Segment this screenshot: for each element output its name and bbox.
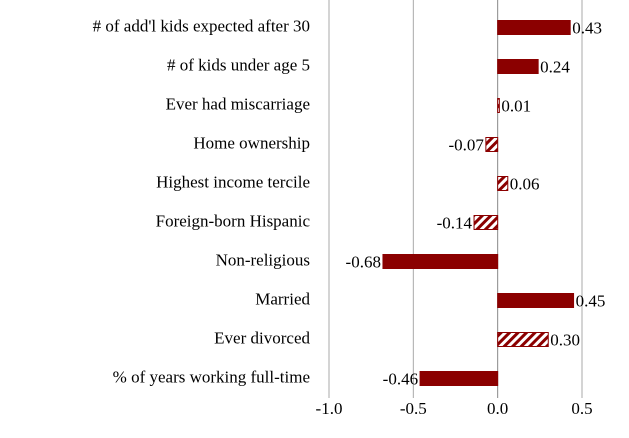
y-tick-label: # of kids under age 5 [167, 55, 310, 74]
y-tick-label: Highest income tercile [156, 172, 310, 191]
bar [497, 98, 500, 113]
value-label: -0.07 [448, 135, 484, 154]
y-tick-label: Married [255, 289, 310, 308]
bar [497, 59, 539, 74]
value-label: 0.43 [572, 18, 602, 37]
y-tick-label: Non-religious [216, 250, 310, 269]
value-label: -0.14 [437, 213, 473, 232]
value-label: 0.45 [576, 291, 606, 310]
bar [497, 176, 509, 191]
y-tick-label: # of add'l kids expected after 30 [93, 16, 310, 35]
y-tick-label: Ever had miscarriage [166, 94, 310, 113]
value-label: 0.06 [510, 174, 540, 193]
value-label: 0.30 [550, 330, 580, 349]
bar [497, 293, 575, 308]
bar [485, 137, 499, 152]
y-tick-label: Ever divorced [214, 328, 310, 347]
value-label: -0.46 [383, 369, 418, 388]
bar [419, 371, 499, 386]
value-label: 0.24 [540, 57, 570, 76]
x-tick-label: -1.0 [316, 399, 343, 418]
y-tick-label: Home ownership [193, 133, 310, 152]
x-tick-label: 0.0 [487, 399, 508, 418]
y-tick-label: % of years working full-time [113, 367, 310, 386]
value-label: -0.68 [346, 252, 381, 271]
y-tick-label: Foreign-born Hispanic [156, 211, 311, 230]
bar [473, 215, 499, 230]
bar [497, 332, 549, 347]
value-label: 0.01 [501, 96, 531, 115]
bar [382, 254, 499, 269]
x-tick-label: 0.5 [571, 399, 592, 418]
bar [497, 20, 571, 35]
x-tick-label: -0.5 [400, 399, 427, 418]
